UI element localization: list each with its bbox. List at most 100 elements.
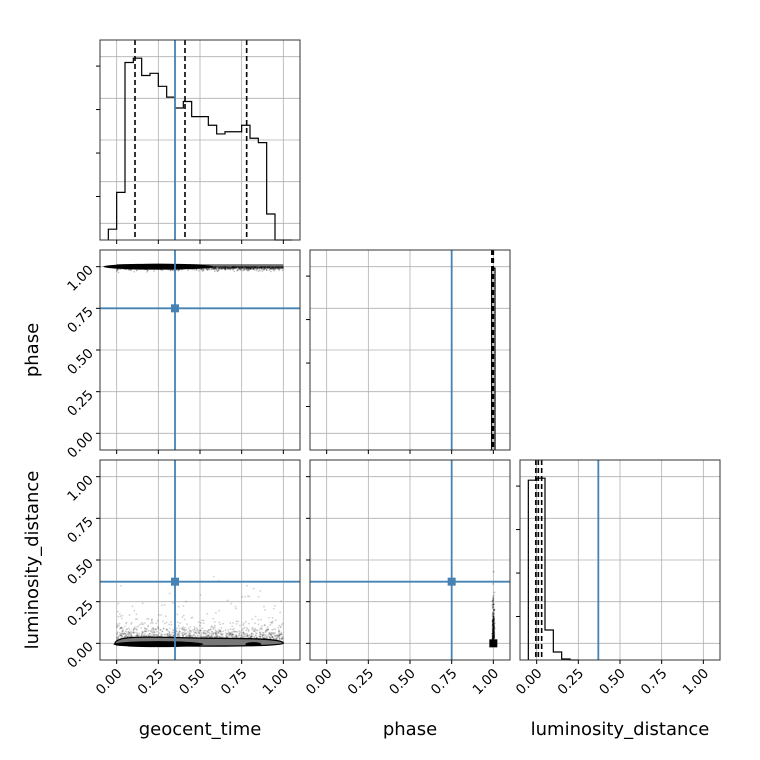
sample-point [117,636,120,639]
sample-point [265,268,268,271]
sample-point [258,628,261,631]
sample-point [269,268,272,271]
sample-point [266,635,269,638]
sample-point [229,631,231,634]
sample-point [124,633,127,635]
sample-point [127,635,130,638]
sample-point [492,625,495,628]
sample-point [250,268,252,271]
sample-point [150,630,153,633]
sample-point [492,615,495,617]
sample-point [209,632,211,635]
sample-point [272,637,275,639]
sample-point [253,267,255,270]
sample-point [146,628,148,631]
sample-point [167,629,169,632]
sample-point [206,631,209,634]
sample-point [177,633,180,636]
sample-point [196,628,199,630]
sample-point [248,622,250,625]
sample-point [492,624,495,627]
sample-point [281,622,284,625]
sample-point [273,632,276,635]
sample-point [492,634,495,636]
sample-point [260,626,262,629]
sample-point [222,622,225,625]
sample-point [177,635,180,637]
sample-point [492,635,495,638]
sample-point [122,632,125,635]
sample-point [247,268,250,271]
sample-point [232,269,235,271]
sample-point [181,627,184,629]
sample-point [200,268,203,270]
sample-point [257,595,260,598]
sample-point [492,615,495,618]
sample-point [493,636,495,639]
sample-point [252,627,254,630]
sample-point [491,635,494,638]
sample-point [269,268,271,270]
sample-point [127,631,130,634]
sample-point [232,630,235,633]
sample-point [269,637,271,640]
sample-point [134,634,137,637]
sample-point [213,624,216,627]
sample-point [206,612,209,615]
sample-point [492,628,495,631]
sample-point [116,268,118,271]
sample-point [262,634,264,637]
sample-point [152,631,155,634]
sample-point [491,600,494,603]
sample-point [491,625,494,628]
sample-point [256,268,258,270]
sample-point [215,630,218,633]
sample-point [130,635,133,637]
sample-point [183,628,186,631]
sample-point [141,633,144,636]
sample-point [492,627,495,630]
sample-point [492,636,495,639]
sample-point [146,269,149,272]
sample-point [136,618,138,621]
sample-point [135,628,138,631]
sample-point [491,634,494,637]
sample-point [149,622,152,625]
sample-point [491,604,494,607]
sample-point [195,629,198,632]
sample-point [126,632,129,635]
sample-point [256,636,258,639]
sample-point [263,605,265,608]
sample-point [225,635,228,638]
sample-point [281,637,284,640]
sample-point [261,270,264,272]
sample-point [212,627,215,629]
sample-point [204,632,207,635]
sample-point [278,269,281,272]
sample-point [128,633,130,636]
sample-point [194,634,196,637]
ytick-label: 0.50 [64,556,97,589]
sample-point [176,634,179,637]
sample-point [256,629,259,632]
sample-point [224,268,226,270]
sample-point [233,636,236,639]
sample-point [491,620,494,623]
sample-point [187,631,189,633]
sample-point [492,626,495,628]
sample-point [181,635,184,637]
sample-point [492,627,495,630]
xtick-label: 0.50 [386,666,419,699]
sample-point [249,636,252,639]
sample-point [279,633,282,636]
sample-point [218,621,221,624]
sample-point [264,629,267,632]
sample-point [217,631,220,633]
sample-point [270,632,273,635]
sample-point [492,633,495,635]
sample-point [492,634,494,636]
sample-point [189,626,192,628]
sample-point [132,629,135,632]
sample-point [119,634,122,636]
sample-point [228,634,231,637]
